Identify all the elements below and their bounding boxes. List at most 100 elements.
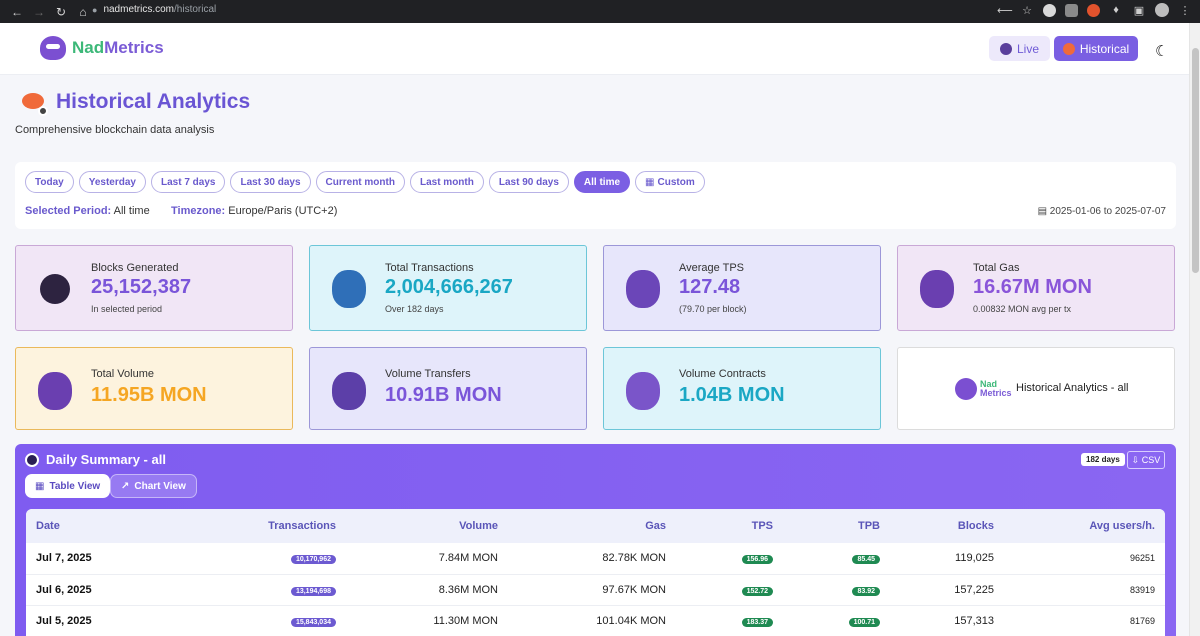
row-gas: 97.67K MON [508,574,676,606]
volume-value: 11.95B MON [91,384,207,406]
blocks-sub: In selected period [91,304,163,314]
date-range-value: 2025-01-06 to 2025-07-07 [1049,206,1166,217]
brand-metrics: Metrics [104,38,164,57]
blue-mascot-icon [332,270,366,308]
volume-label: Total Volume [91,368,154,380]
selected-period-value: All time [113,205,150,217]
col-avg-users[interactable]: Avg users/h. [1004,509,1165,543]
site-logo[interactable]: NadMetrics [40,36,164,60]
period-chip-current-month[interactable]: Current month [315,171,405,193]
timezone-value: Europe/Paris (UTC+2) [228,205,338,217]
more-menu-icon[interactable]: ⋮ [1179,4,1191,17]
back-icon[interactable]: ← [11,4,23,19]
period-chip-last-7-days[interactable]: Last 7 days [150,171,226,193]
dark-mode-toggle-icon[interactable]: ☾ [1155,43,1169,60]
table-view-label: Table View [49,480,101,492]
forward-icon[interactable]: → [33,4,45,19]
row-volume: 11.30M MON [346,605,508,636]
transactions-value: 2,004,666,267 [385,276,513,298]
period-chip-label: Last 7 days [160,176,216,188]
col-tps[interactable]: TPS [676,509,783,543]
col-date[interactable]: Date [26,509,196,543]
url-host: nadmetrics.com [103,4,175,15]
period-chip-yesterday[interactable]: Yesterday [78,171,146,193]
period-chip-last-90-days[interactable]: Last 90 days [488,171,569,193]
table-row[interactable]: Jul 5, 2025 15,843,034 11.30M MON 101.04… [26,605,1165,636]
table-header-row: Date Transactions Volume Gas TPS TPB Blo… [26,509,1165,543]
contracts-label: Volume Contracts [679,368,766,380]
live-button[interactable]: Live [989,36,1050,61]
period-chip-last-month[interactable]: Last month [409,171,484,193]
site-info-icon[interactable]: ● [92,4,98,15]
blocks-value: 25,152,387 [91,276,192,298]
tpb-pill: 85.45 [852,555,880,565]
scrollbar-thumb[interactable] [1192,48,1199,273]
period-filter-card: Today Yesterday Last 7 days Last 30 days Cur… [15,162,1176,229]
csv-download-button[interactable]: ⇩ CSV [1127,451,1165,469]
col-volume[interactable]: Volume [346,509,508,543]
period-chip-today[interactable]: Today [25,171,74,193]
volume-contracts-card: Volume Contracts 1.04B MON [603,347,881,430]
row-date: Jul 6, 2025 [26,574,196,606]
period-chip-all-time[interactable]: All time [573,171,631,193]
col-transactions[interactable]: Transactions [196,509,346,543]
historical-label: Historical [1079,41,1130,56]
volume-transfers-card: Volume Transfers 10.91B MON [309,347,587,430]
calendar-icon: ▦ [645,176,655,188]
col-tpb[interactable]: TPB [783,509,890,543]
address-bar[interactable]: ● nadmetrics.com/historical [92,4,216,15]
row-users: 81769 [1004,605,1165,636]
period-chip-custom[interactable]: ▦ Custom [635,171,705,193]
tps-sub: (79.70 per block) [679,304,747,314]
row-volume: 8.36M MON [346,574,508,606]
logo-mascot-icon [40,36,66,60]
col-gas[interactable]: Gas [508,509,676,543]
profile-avatar[interactable] [1155,3,1169,17]
table-row[interactable]: Jul 6, 2025 13,194,698 8.36M MON 97.67K … [26,574,1165,606]
timezone-label: Timezone: [171,205,226,217]
calendar-icon: ▤ [1037,206,1048,217]
brand-nad: Nad [72,38,105,57]
glasses-mascot-icon [626,270,660,308]
mini-logo-metrics: Metrics [980,388,1012,398]
daily-summary-header: Daily Summary - all [25,452,166,467]
table-row[interactable]: Jul 7, 2025 10,170,962 7.84M MON 82.78K … [26,543,1165,575]
bookmark-star-icon[interactable]: ☆ [1022,4,1032,17]
period-chip-label: Today [35,176,64,188]
share-icon[interactable]: ⟵ [997,4,1013,17]
daily-summary-title: Daily Summary - all [46,452,166,467]
col-blocks[interactable]: Blocks [890,509,1004,543]
extension-icon[interactable] [1087,3,1100,17]
row-blocks: 157,225 [890,574,1004,606]
fish-mascot-icon [20,90,48,116]
period-chips: Today Yesterday Last 7 days Last 30 days Cur… [25,171,705,193]
home-icon[interactable]: ⌂ [79,4,87,19]
tps-pill: 152.72 [741,586,773,596]
site-header: NadMetrics Live Historical ☾ [0,23,1189,75]
page-scrollbar[interactable] [1189,23,1200,636]
row-users: 96251 [1004,543,1165,575]
period-chip-label: Custom [657,176,695,188]
period-chip-label: Last 90 days [498,176,559,188]
extension-icon[interactable] [1065,3,1078,17]
tps-value: 127.48 [679,276,741,298]
period-chip-last-30-days[interactable]: Last 30 days [230,171,311,193]
blocks-generated-card: Blocks Generated 25,152,387 In selected … [15,245,293,331]
row-gas: 82.78K MON [508,543,676,575]
historical-button[interactable]: Historical [1054,36,1138,61]
extension-icon[interactable] [1043,3,1056,17]
tpb-pill: 83.92 [852,586,880,596]
period-chip-label: Last 30 days [240,176,301,188]
table-view-tab[interactable]: ▦ Table View [25,474,111,498]
contracts-mascot-icon [626,372,660,410]
period-chip-label: Current month [325,176,395,188]
table-icon: ▦ [35,480,45,492]
sidebar-icon[interactable]: ▣ [1133,4,1145,17]
chart-view-tab[interactable]: ↗ Chart View [110,474,197,498]
puzzle-icon[interactable]: ♦ [1113,4,1119,16]
reload-icon[interactable]: ↻ [55,4,67,19]
live-label: Live [1016,41,1039,56]
period-chip-label: All time [583,176,621,188]
gas-sub: 0.00832 MON avg per tx [973,304,1072,314]
mini-logo: Nad Metrics [955,378,1012,400]
